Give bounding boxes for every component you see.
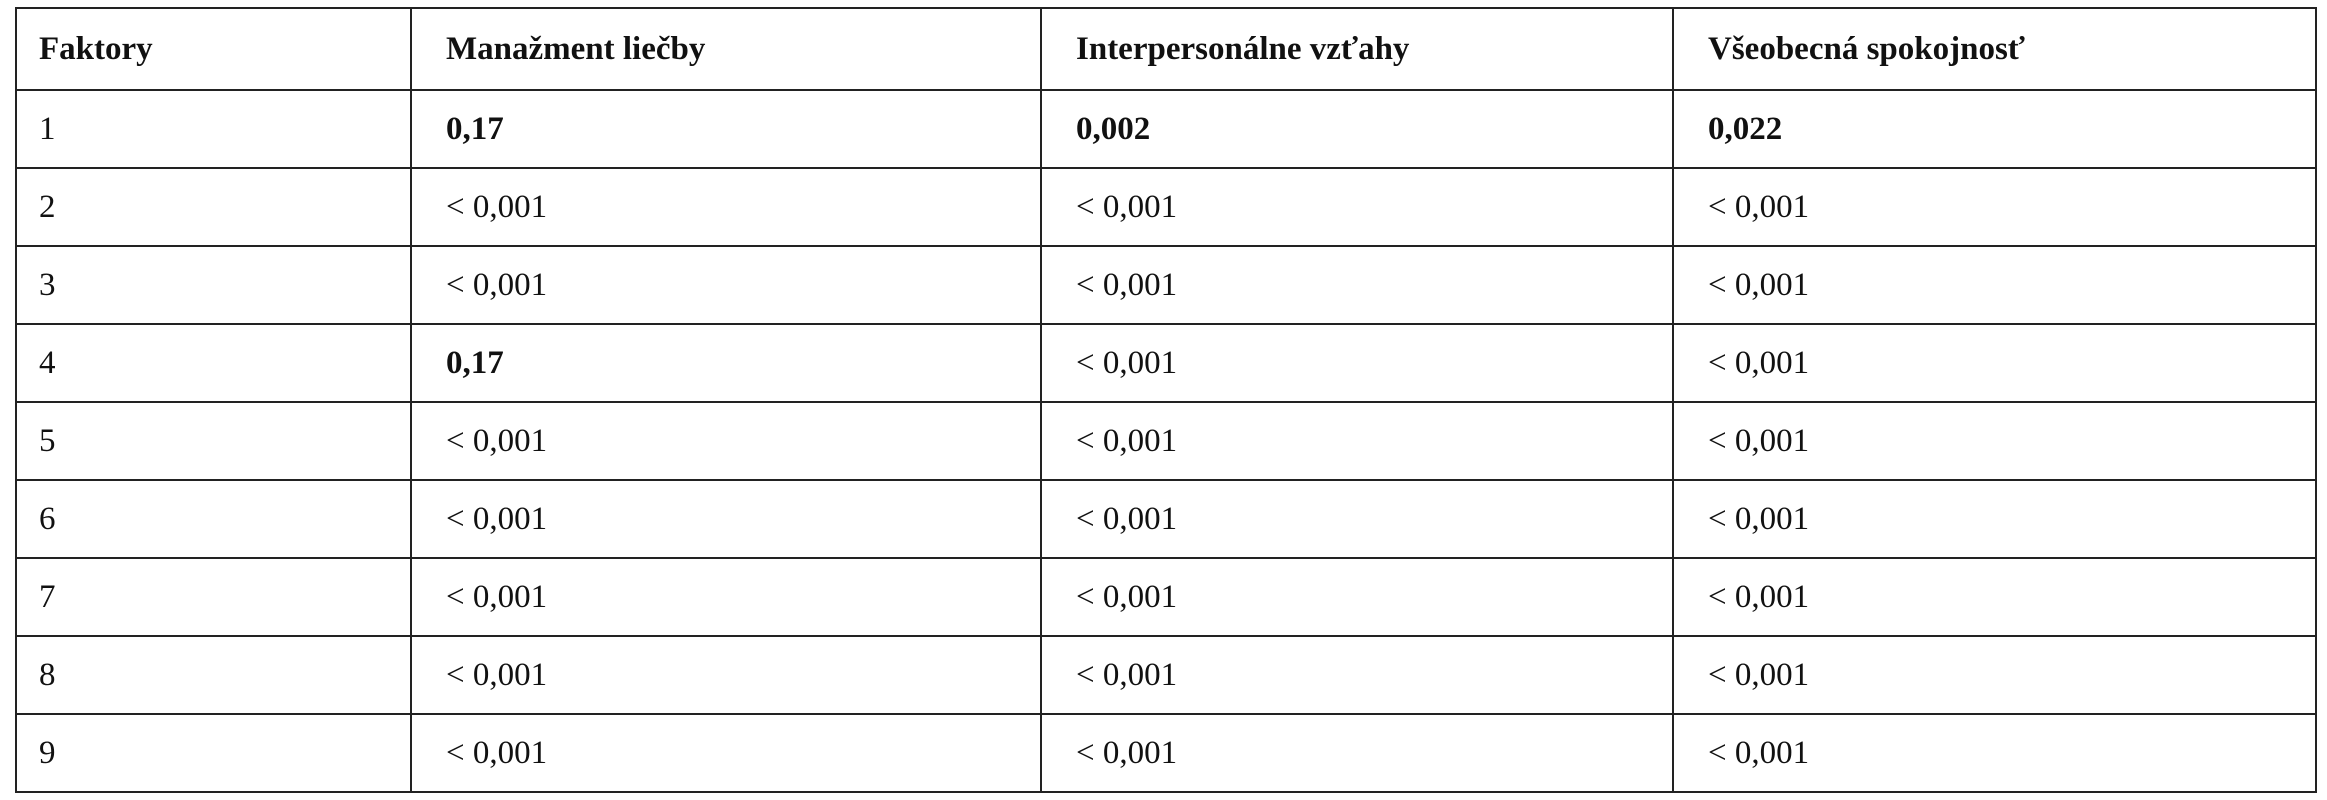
header-cell: Všeobecná spokojnosť [1672, 7, 2317, 91]
table-row: 8 < 0,001 < 0,001 < 0,001 [15, 635, 2317, 715]
factor-cell: 3 [15, 245, 412, 325]
table-body: 1 0,17 0,002 0,022 2 < 0,001 < 0,001 < 0,001 3 < … [15, 89, 2317, 793]
header-cell: Interpersonálne vzťahy [1040, 7, 1674, 91]
value-cell: < 0,001 [410, 479, 1042, 559]
value-cell: < 0,001 [1040, 479, 1674, 559]
value-cell: < 0,001 [1040, 167, 1674, 247]
value-cell: < 0,001 [410, 713, 1042, 793]
table-row: 6 < 0,001 < 0,001 < 0,001 [15, 479, 2317, 559]
value-cell: < 0,001 [410, 557, 1042, 637]
table-header: Faktory Manažment liečby Interpersonálne v… [15, 7, 2317, 91]
value-cell: < 0,001 [1040, 557, 1674, 637]
value-cell: < 0,001 [1040, 323, 1674, 403]
value-cell: < 0,001 [410, 245, 1042, 325]
results-table: Faktory Manažment liečby Interpersonálne v… [15, 7, 2317, 793]
table-row: 2 < 0,001 < 0,001 < 0,001 [15, 167, 2317, 247]
factor-cell: 8 [15, 635, 412, 715]
factor-cell: 7 [15, 557, 412, 637]
header-cell: Manažment liečby [410, 7, 1042, 91]
table-row: 4 0,17 < 0,001 < 0,001 [15, 323, 2317, 403]
table-row: 1 0,17 0,002 0,022 [15, 89, 2317, 169]
value-cell: < 0,001 [1040, 713, 1674, 793]
factor-cell: 6 [15, 479, 412, 559]
value-cell: < 0,001 [1672, 479, 2317, 559]
value-cell: < 0,001 [410, 635, 1042, 715]
factor-cell: 9 [15, 713, 412, 793]
value-cell: < 0,001 [1040, 401, 1674, 481]
table-row: 5 < 0,001 < 0,001 < 0,001 [15, 401, 2317, 481]
value-cell: < 0,001 [1672, 323, 2317, 403]
header-cell: Faktory [15, 7, 412, 91]
value-cell: < 0,001 [1672, 635, 2317, 715]
value-cell: < 0,001 [1672, 245, 2317, 325]
value-cell: < 0,001 [410, 401, 1042, 481]
factor-cell: 5 [15, 401, 412, 481]
value-cell: 0,17 [410, 89, 1042, 169]
factor-cell: 4 [15, 323, 412, 403]
value-cell: < 0,001 [1040, 245, 1674, 325]
header-row: Faktory Manažment liečby Interpersonálne v… [15, 7, 2317, 91]
value-cell: 0,022 [1672, 89, 2317, 169]
value-cell: < 0,001 [410, 167, 1042, 247]
value-cell: < 0,001 [1672, 557, 2317, 637]
factor-cell: 2 [15, 167, 412, 247]
value-cell: < 0,001 [1672, 401, 2317, 481]
table-row: 7 < 0,001 < 0,001 < 0,001 [15, 557, 2317, 637]
table-row: 3 < 0,001 < 0,001 < 0,001 [15, 245, 2317, 325]
value-cell: < 0,001 [1672, 713, 2317, 793]
factor-cell: 1 [15, 89, 412, 169]
value-cell: < 0,001 [1672, 167, 2317, 247]
value-cell: < 0,001 [1040, 635, 1674, 715]
value-cell: 0,17 [410, 323, 1042, 403]
table-row: 9 < 0,001 < 0,001 < 0,001 [15, 713, 2317, 793]
value-cell: 0,002 [1040, 89, 1674, 169]
